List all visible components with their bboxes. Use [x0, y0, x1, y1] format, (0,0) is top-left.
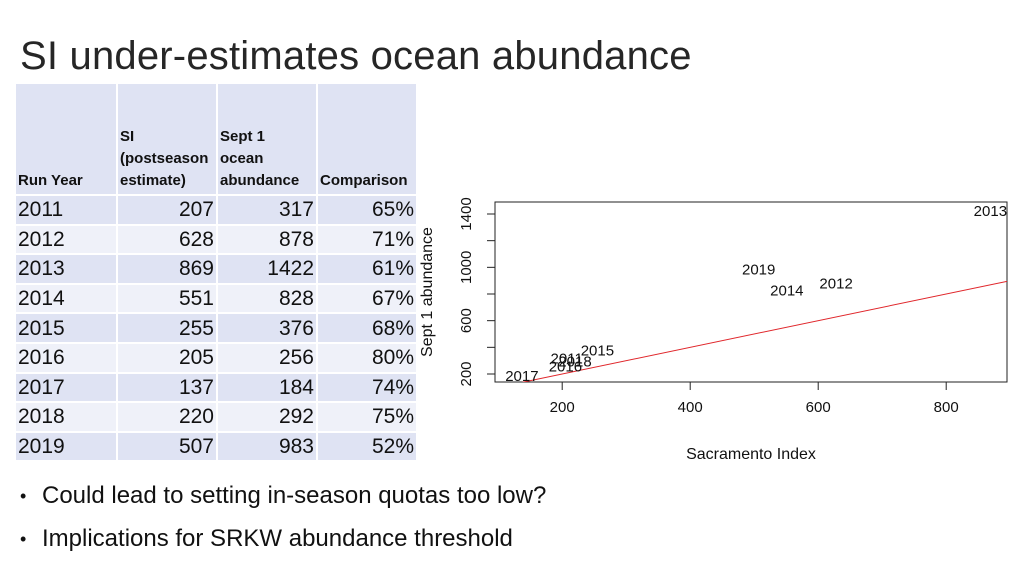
table-row: 2011 207 317 65% [14, 194, 418, 226]
table-row: 2015 255 376 68% [14, 312, 418, 344]
table-row: 2016 205 256 80% [14, 341, 418, 374]
cell-comparison: 65% [316, 194, 418, 226]
cell-comparison: 74% [316, 371, 418, 404]
table-row: 2012 628 878 71% [14, 223, 418, 256]
slide-title: SI under-estimates ocean abundance [20, 34, 692, 78]
cell-comparison: 68% [316, 312, 418, 344]
cell-si: 137 [116, 371, 218, 404]
point-label: 2016 [549, 359, 582, 376]
cell-ocean: 878 [216, 223, 318, 256]
bullet-text: Implications for SRKW abundance threshol… [42, 525, 513, 552]
point-label: 2012 [819, 276, 852, 293]
table-row: 2014 551 828 67% [14, 282, 418, 315]
cell-si: 507 [116, 430, 218, 463]
x-tick-label: 600 [806, 399, 831, 416]
cell-ocean: 292 [216, 401, 318, 433]
y-axis-label: Sept 1 abundance [419, 227, 436, 357]
point-label: 2014 [770, 282, 803, 299]
cell-si: 551 [116, 282, 218, 315]
reference-line [521, 280, 1007, 382]
bullet-icon: • [20, 486, 27, 506]
cell-si: 869 [116, 253, 218, 285]
header-run-year: Run Year [14, 82, 118, 196]
bullet-item: • Could lead to setting in-season quotas… [20, 478, 546, 521]
table-header-row: Run Year SI (postseason estimate) Sept 1… [14, 82, 418, 196]
header-si-line: (postseason [120, 150, 209, 167]
cell-comparison: 71% [316, 223, 418, 256]
header-si-line: estimate) [120, 172, 186, 189]
cell-year: 2017 [14, 371, 118, 404]
bullet-icon: • [20, 529, 27, 549]
point-label: 2011 [551, 350, 583, 367]
cell-ocean: 983 [216, 430, 318, 463]
header-ocean-abundance: Sept 1 ocean abundance [216, 82, 318, 196]
x-tick-label: 400 [678, 399, 703, 416]
scatter-plot: 200 400 600 800 200 600 1000 1400 2011 2012 2013… [419, 197, 1008, 463]
header-si-line: SI [120, 128, 135, 145]
header-ocean-line: abundance [220, 172, 300, 189]
cell-year: 2018 [14, 401, 118, 433]
plot-frame [494, 201, 1008, 383]
cell-comparison: 52% [316, 430, 418, 463]
y-axis: 200 600 1000 1400 [458, 197, 495, 387]
cell-year: 2016 [14, 341, 118, 374]
cell-year: 2019 [14, 430, 118, 463]
cell-year: 2015 [14, 312, 118, 344]
cell-comparison: 67% [316, 282, 418, 315]
table-row: 2019 507 983 52% [14, 430, 418, 463]
cell-ocean: 184 [216, 371, 318, 404]
x-axis: 200 400 600 800 [550, 382, 959, 416]
table-row: 2013 869 1422 61% [14, 253, 418, 285]
point-label: 2019 [742, 262, 775, 279]
y-tick-label: 600 [458, 308, 475, 333]
bullet-list: • Could lead to setting in-season quotas… [20, 478, 546, 564]
y-tick-label: 1400 [458, 197, 475, 230]
cell-si: 628 [116, 223, 218, 256]
bullet-item: • Implications for SRKW abundance thresh… [20, 521, 546, 564]
cell-ocean: 317 [216, 194, 318, 226]
cell-ocean: 1422 [216, 253, 318, 285]
point-label: 2018 [558, 354, 591, 371]
reference-line-group [521, 280, 1007, 382]
cell-year: 2013 [14, 253, 118, 285]
x-tick-label: 800 [934, 399, 959, 416]
cell-si: 205 [116, 341, 218, 374]
header-si: SI (postseason estimate) [116, 82, 218, 196]
point-label: 2017 [505, 368, 538, 385]
cell-year: 2014 [14, 282, 118, 315]
cell-comparison: 75% [316, 401, 418, 433]
cell-si: 220 [116, 401, 218, 433]
x-axis-label: Sacramento Index [686, 446, 816, 463]
point-label: 2015 [581, 343, 614, 360]
cell-si: 255 [116, 312, 218, 344]
cell-comparison: 80% [316, 341, 418, 374]
table-row: 2018 220 292 75% [14, 401, 418, 433]
header-ocean-line: Sept 1 [220, 128, 266, 145]
cell-year: 2011 [14, 194, 118, 226]
y-tick-label: 200 [458, 361, 475, 386]
header-ocean-line: ocean [220, 150, 264, 167]
y-tick-label: 1000 [458, 251, 475, 284]
cell-comparison: 61% [316, 253, 418, 285]
header-comparison: Comparison [316, 82, 418, 196]
bullet-text: Could lead to setting in-season quotas t… [42, 482, 547, 509]
table-row: 2017 137 184 74% [14, 371, 418, 404]
x-tick-label: 200 [550, 399, 575, 416]
cell-ocean: 256 [216, 341, 318, 374]
cell-si: 207 [116, 194, 218, 226]
cell-ocean: 376 [216, 312, 318, 344]
cell-ocean: 828 [216, 282, 318, 315]
cell-year: 2012 [14, 223, 118, 256]
point-label: 2013 [974, 203, 1007, 220]
abundance-table: Run Year SI (postseason estimate) Sept 1… [14, 82, 418, 463]
